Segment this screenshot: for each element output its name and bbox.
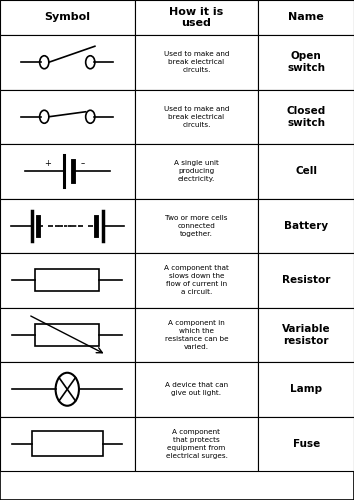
Bar — [258, 416, 354, 471]
Bar — [135, 308, 258, 362]
Text: Used to make and
break electrical
circuits.: Used to make and break electrical circui… — [164, 52, 229, 73]
Bar — [135, 35, 258, 90]
Bar — [135, 198, 258, 253]
Bar — [258, 90, 354, 144]
Bar — [258, 253, 354, 308]
Text: –: – — [81, 159, 85, 168]
Bar — [135, 253, 258, 308]
Text: A component
that protects
equipment from
electrical surges.: A component that protects equipment from… — [166, 429, 227, 459]
Bar — [135, 90, 258, 144]
Text: Closed
switch: Closed switch — [287, 106, 326, 128]
Text: Open
switch: Open switch — [287, 51, 325, 74]
Bar — [0, 198, 135, 253]
Bar — [135, 0, 258, 35]
Bar — [258, 362, 354, 416]
Bar — [258, 0, 354, 35]
Bar — [258, 144, 354, 199]
Bar — [35, 324, 99, 346]
Bar — [0, 308, 135, 362]
Text: Battery: Battery — [284, 221, 328, 231]
Text: How it is
used: How it is used — [169, 6, 224, 29]
Bar — [0, 144, 135, 199]
Text: Name: Name — [289, 12, 324, 22]
Bar — [135, 362, 258, 416]
Bar — [0, 253, 135, 308]
Text: A single unit
producing
electricity.: A single unit producing electricity. — [174, 160, 219, 182]
Text: Cell: Cell — [295, 166, 317, 176]
Bar — [258, 35, 354, 90]
Text: Fuse: Fuse — [293, 439, 320, 449]
Text: A component in
which the
resistance can be
varied.: A component in which the resistance can … — [165, 320, 228, 350]
Bar — [32, 431, 103, 456]
Bar — [0, 35, 135, 90]
Text: Used to make and
break electrical
circuits.: Used to make and break electrical circui… — [164, 106, 229, 128]
Bar — [35, 269, 99, 291]
Bar — [135, 416, 258, 471]
Bar — [258, 198, 354, 253]
Bar — [0, 416, 135, 471]
Text: Variable
resistor: Variable resistor — [282, 324, 331, 346]
Bar — [0, 90, 135, 144]
Bar — [0, 0, 135, 35]
Text: Two or more cells
connected
together.: Two or more cells connected together. — [165, 215, 228, 237]
Bar — [258, 308, 354, 362]
Text: Resistor: Resistor — [282, 276, 330, 285]
Text: Lamp: Lamp — [290, 384, 322, 394]
Bar — [0, 362, 135, 416]
Text: Symbol: Symbol — [44, 12, 90, 22]
Bar — [135, 144, 258, 199]
Text: +: + — [44, 159, 51, 168]
Text: A component that
slows down the
flow of current in
a circuit.: A component that slows down the flow of … — [164, 266, 229, 295]
Text: A device that can
give out light.: A device that can give out light. — [165, 382, 228, 396]
